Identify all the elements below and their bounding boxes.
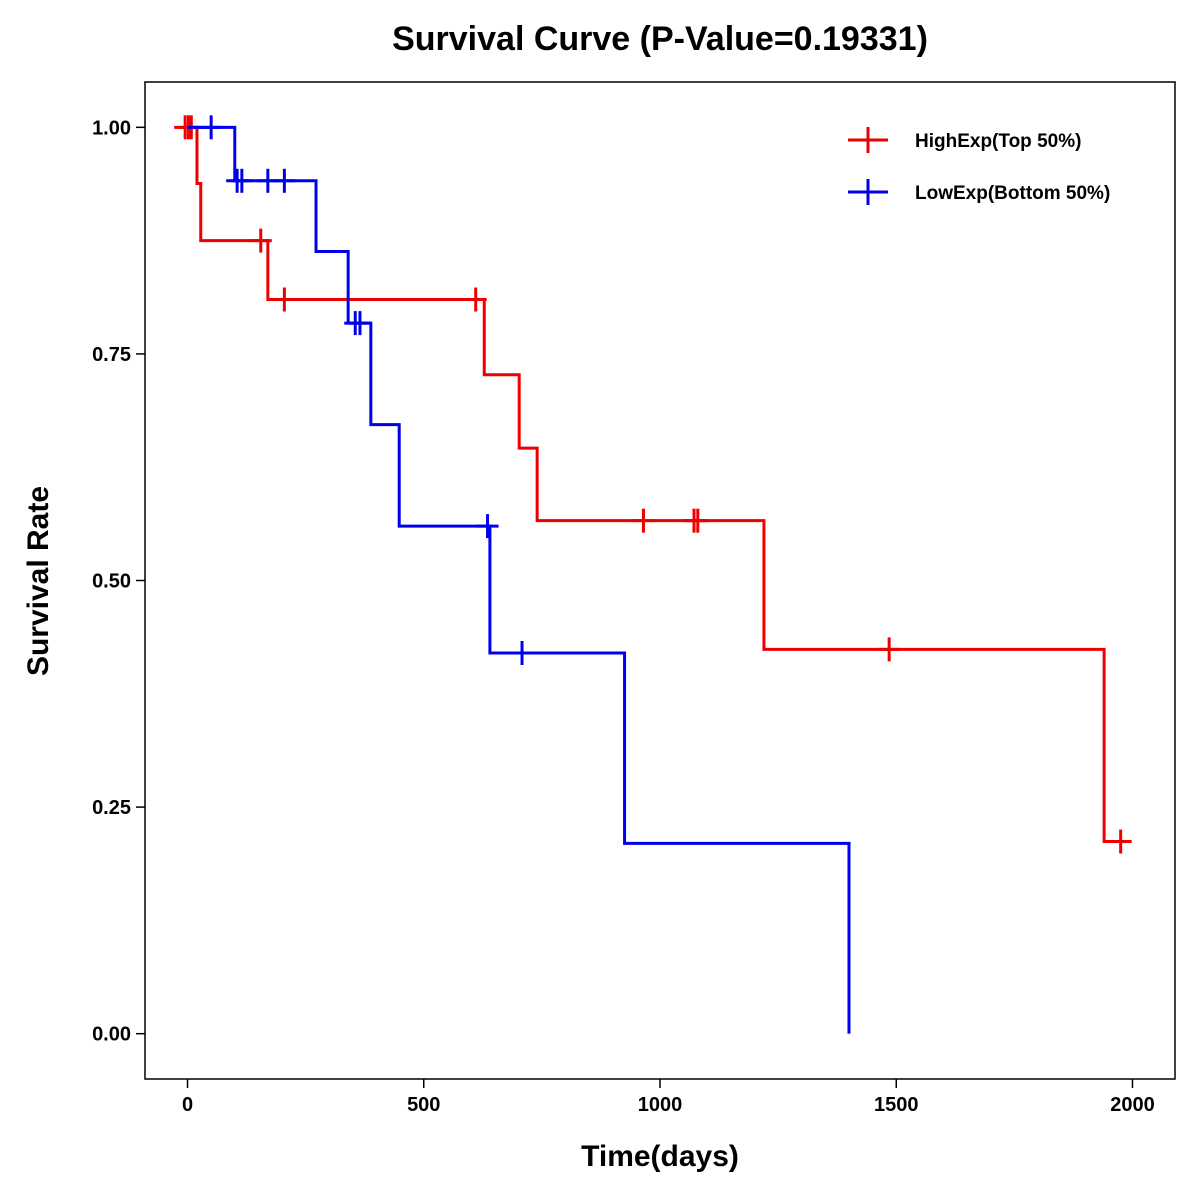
legend-item: LowExp(Bottom 50%) bbox=[848, 179, 1110, 205]
censor-mark bbox=[249, 228, 272, 253]
x-axis-label: Time(days) bbox=[581, 1140, 739, 1173]
y-tick-label: 1.00 bbox=[92, 117, 131, 139]
y-tick-label: 0.50 bbox=[92, 571, 131, 593]
y-axis: 0.00 0.25 0.50 0.75 1.00 bbox=[92, 117, 145, 1046]
series-layer bbox=[174, 115, 1132, 1034]
y-tick-label: 0.25 bbox=[92, 797, 131, 819]
censor-mark bbox=[476, 514, 499, 539]
y-axis-label: Survival Rate bbox=[22, 486, 55, 676]
legend: HighExp(Top 50%) LowExp(Bottom 50%) bbox=[848, 127, 1110, 205]
legend-label: LowExp(Bottom 50%) bbox=[915, 183, 1110, 204]
censor-mark bbox=[632, 508, 655, 533]
chart-title: Survival Curve (P-Value=0.19331) bbox=[392, 20, 928, 58]
censor-mark bbox=[273, 287, 296, 312]
x-tick-label: 1500 bbox=[874, 1094, 919, 1116]
series-line-1 bbox=[187, 125, 851, 1034]
censor-mark bbox=[230, 168, 253, 193]
x-axis: 0 500 1000 1500 2000 bbox=[182, 1079, 1155, 1116]
censor-mark bbox=[1109, 829, 1132, 854]
censor-mark bbox=[273, 168, 296, 193]
x-tick-label: 500 bbox=[407, 1094, 440, 1116]
censor-mark bbox=[878, 637, 901, 662]
x-tick-label: 2000 bbox=[1110, 1094, 1155, 1116]
censor-mark bbox=[200, 115, 223, 140]
plot-area-border bbox=[144, 81, 1176, 1080]
y-tick-label: 0.75 bbox=[92, 344, 131, 366]
series-line-0 bbox=[187, 125, 1121, 844]
censor-mark bbox=[464, 287, 487, 312]
censor-mark bbox=[686, 508, 709, 533]
censor-mark bbox=[511, 641, 534, 666]
x-tick-label: 1000 bbox=[638, 1094, 683, 1116]
censor-mark bbox=[348, 311, 371, 336]
legend-label: HighExp(Top 50%) bbox=[915, 131, 1081, 152]
y-tick-label: 0.00 bbox=[92, 1024, 131, 1046]
x-tick-label: 0 bbox=[182, 1094, 193, 1116]
legend-item: HighExp(Top 50%) bbox=[848, 127, 1081, 153]
